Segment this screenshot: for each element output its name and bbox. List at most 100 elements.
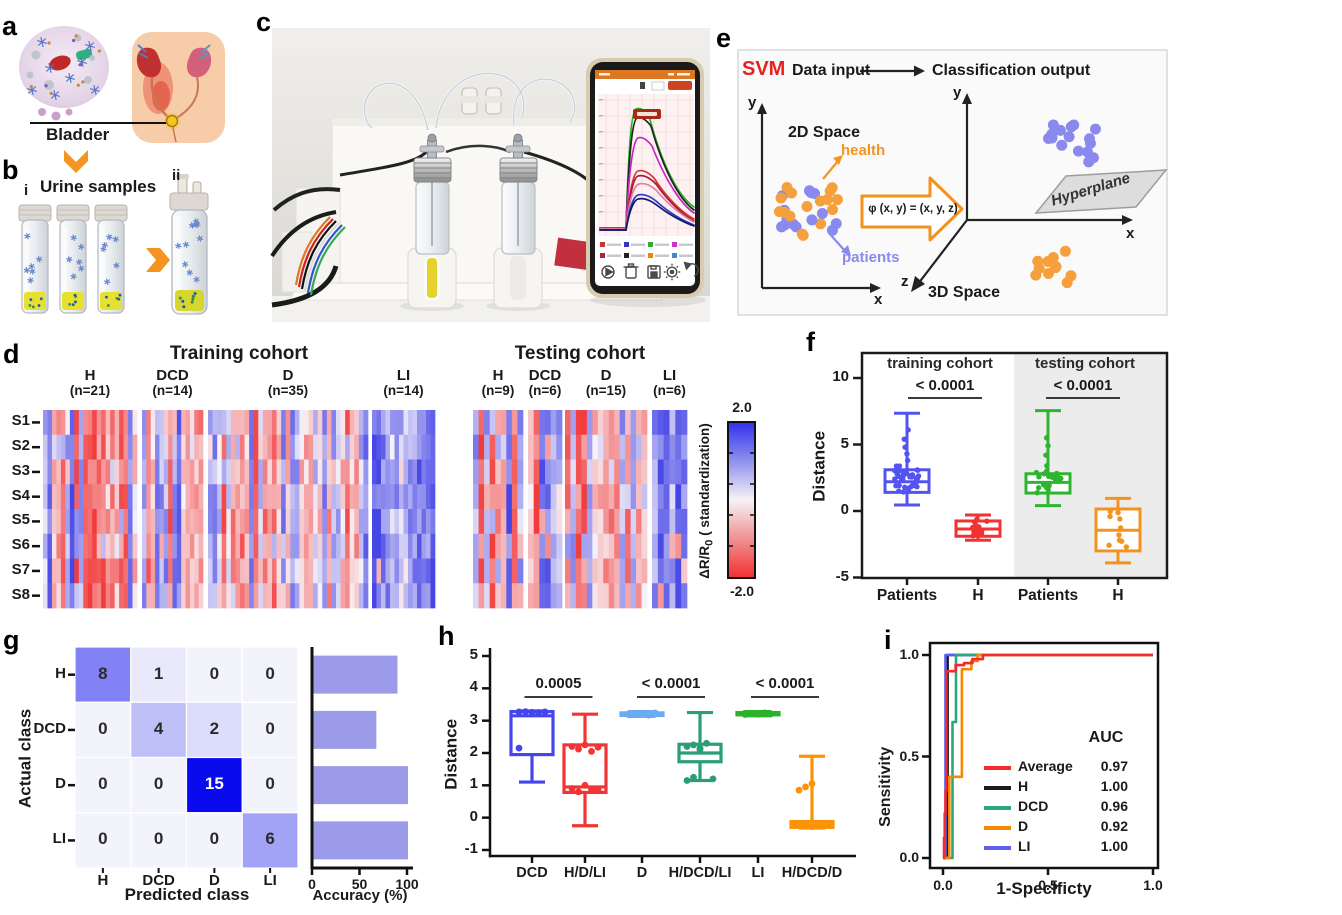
phone-toolbar-icons xyxy=(601,261,699,281)
patients-label: patients xyxy=(842,249,900,266)
g-cell-value: 0 xyxy=(153,829,164,849)
training-heatmap xyxy=(43,410,436,609)
heatmap-group-label: H xyxy=(84,367,96,384)
health-label: health xyxy=(841,142,886,159)
i-legend-label: DCD xyxy=(1018,798,1049,814)
panel-letter-g: g xyxy=(3,625,20,655)
heatmap-group-n: (n=35) xyxy=(267,383,309,398)
heatmap-group-n: (n=6) xyxy=(528,383,562,398)
h-ytick: -1 xyxy=(464,839,478,857)
i-ylabel: Sensitivity xyxy=(877,746,895,827)
heatmap-group-n: (n=14) xyxy=(383,383,424,398)
urine-samples-title: Urine samples xyxy=(40,177,157,196)
i-roc-plot xyxy=(922,641,1160,875)
h-xlabel: DCD xyxy=(516,865,548,881)
panel-letter-c: c xyxy=(256,7,272,37)
arrow-right-icon xyxy=(146,248,170,272)
panel-letter-i: i xyxy=(884,625,892,655)
heatmap-group-label: H xyxy=(492,367,504,384)
heatmap-row-labels xyxy=(32,421,40,597)
g-col-label: LI xyxy=(263,872,277,889)
panel-letter-a: a xyxy=(2,11,18,41)
colorbar-max-label: 2.0 xyxy=(732,399,752,415)
g-cell-value: 0 xyxy=(265,718,275,738)
axis-x-label: x xyxy=(874,291,883,308)
g-cell-value: 0 xyxy=(153,774,164,794)
panel-letter-h: h xyxy=(438,621,455,651)
h-ytick: 3 xyxy=(469,710,478,728)
colorbar-axis-label: ΔR/R0 ( standardization) xyxy=(696,423,716,579)
i-legend-auc: 0.92 xyxy=(1100,818,1128,834)
heatmap-row-label: S3 xyxy=(11,461,30,479)
heatmap-row-label: S7 xyxy=(11,560,30,578)
g-col-label: D xyxy=(208,872,220,889)
g-row-label: D xyxy=(55,775,66,793)
panel-letter-d: d xyxy=(3,339,20,369)
undo-icon xyxy=(683,261,699,277)
f-ylabel: Distance xyxy=(809,430,829,502)
heatmap-row-label: S4 xyxy=(11,486,30,504)
save-icon xyxy=(647,265,661,279)
heatmap-group-label: DCD xyxy=(156,367,189,384)
heatmap-group-label: D xyxy=(600,367,612,384)
g-ylabel: Actual class xyxy=(15,708,35,808)
g-cell-value: 0 xyxy=(209,829,220,849)
heatmap-group-n: (n=15) xyxy=(585,383,627,398)
g-col-label: H xyxy=(97,872,109,889)
f-header-training: training cohort xyxy=(887,355,993,372)
i-legend-swatch xyxy=(984,766,1011,770)
i-legend-auc: 0.97 xyxy=(1100,758,1128,774)
g-cell-value: 8 xyxy=(98,663,108,683)
i-xtick: 0.5 xyxy=(1038,877,1058,893)
heatmap-group-label: LI xyxy=(396,367,411,384)
heatmap-group-label: LI xyxy=(662,367,677,384)
i-xlabel: 1-Specificty xyxy=(996,879,1092,898)
f-xlabel: Patients xyxy=(876,587,938,604)
f-xlabel: H xyxy=(972,587,984,604)
testing-heatmap xyxy=(473,410,688,609)
heatmap-group-n: (n=14) xyxy=(152,383,193,398)
g-cell-value: 0 xyxy=(98,829,108,849)
testing-cohort-title: Testing cohort xyxy=(514,343,646,364)
i-legend-swatch xyxy=(984,786,1011,790)
trash-icon xyxy=(623,263,639,279)
g-row-label: H xyxy=(55,664,66,682)
colorbar-min-label: -2.0 xyxy=(729,583,755,599)
i-legend-swatch xyxy=(984,846,1011,850)
i-legend-label: H xyxy=(1018,778,1029,794)
panel-letter-f: f xyxy=(806,327,815,357)
space-2d-label: 2D Space xyxy=(788,124,861,141)
heatmap-group-n: (n=9) xyxy=(481,383,515,398)
g-cell-value: 6 xyxy=(265,829,275,849)
f-ytick: 5 xyxy=(840,434,849,452)
bladder-label: Bladder xyxy=(46,125,110,144)
step-i-label: i xyxy=(24,182,29,199)
f-xlabel: Patients xyxy=(1017,587,1079,604)
heatmap-group-n: (n=21) xyxy=(69,383,111,398)
f-xlabel: H xyxy=(1112,587,1124,604)
heatmap-row-label: S2 xyxy=(11,437,30,455)
bladder-illustration xyxy=(19,26,225,173)
h-ytick: 5 xyxy=(469,646,478,663)
g-xlabel: Predicted class xyxy=(124,885,250,904)
panel-letter-b: b xyxy=(2,155,19,185)
arrow-down-icon xyxy=(64,150,88,173)
h-ytick: 0 xyxy=(469,807,478,825)
h-pvalue: < 0.0001 xyxy=(641,675,701,692)
heatmap-group-label: D xyxy=(282,367,294,384)
h-xlabel: D xyxy=(636,865,648,881)
g-cell-value: 2 xyxy=(209,718,220,738)
g-row-label: LI xyxy=(52,830,66,848)
panel-letter-e: e xyxy=(716,23,732,53)
g-cell-value: 0 xyxy=(265,663,275,683)
i-legend-label: LI xyxy=(1018,838,1031,854)
g-bar-tick: 50 xyxy=(351,876,368,892)
i-legend-label: D xyxy=(1018,818,1029,834)
f-ytick: 10 xyxy=(832,368,849,385)
i-ytick: 0.5 xyxy=(899,747,919,764)
f-header-testing: testing cohort xyxy=(1035,355,1135,372)
space-3d-label: 3D Space xyxy=(928,284,1001,301)
g-bar-tick: 100 xyxy=(395,876,419,892)
